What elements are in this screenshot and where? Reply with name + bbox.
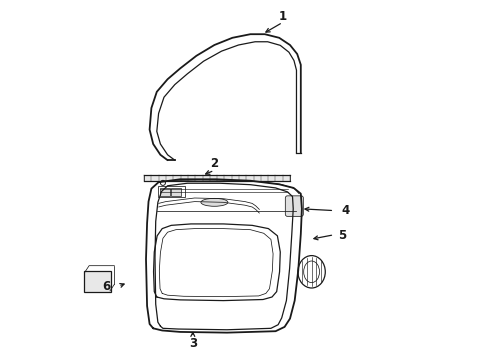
Text: 2: 2 [210,157,219,170]
Bar [144,175,290,181]
Ellipse shape [201,198,228,206]
Text: 6: 6 [102,280,111,293]
Text: 4: 4 [342,204,350,217]
Circle shape [160,180,166,185]
Text: 5: 5 [338,229,346,242]
Text: 3: 3 [189,337,197,350]
Bar [171,188,181,196]
FancyBboxPatch shape [84,271,111,292]
Ellipse shape [298,256,325,288]
Text: 1: 1 [279,10,287,23]
FancyBboxPatch shape [285,196,303,216]
Bar [158,186,185,197]
Bar [160,188,170,196]
Ellipse shape [304,261,319,283]
